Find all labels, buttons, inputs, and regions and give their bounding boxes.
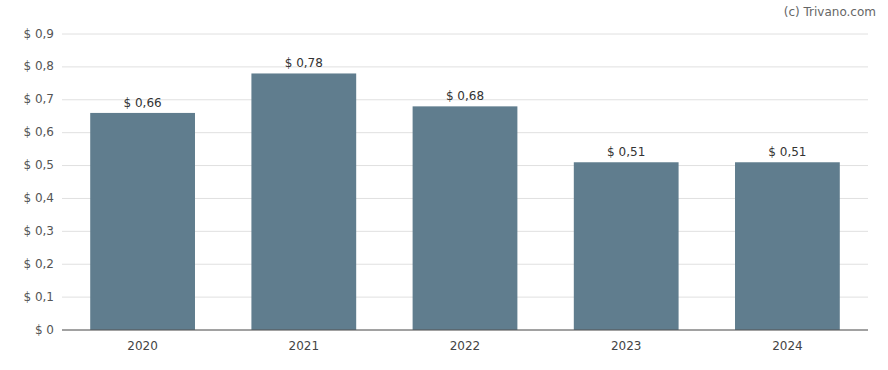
data-label: $ 0,51 [607,145,645,159]
data-labels: $ 0,66 $ 0,78 $ 0,68 $ 0,51 $ 0,51 [124,56,807,159]
y-tick-label: $ 0,2 [23,257,54,271]
data-label: $ 0,66 [124,96,162,110]
chart: $ 0 $ 0,1 $ 0,2 $ 0,3 $ 0,4 $ 0,5 $ 0,6 $ 0,7 $ … [0,0,888,370]
annotation: (c) Trivano.com [784,5,876,19]
y-tick-label: $ 0,4 [23,191,54,205]
x-tick-label: 2024 [772,339,803,353]
x-axis: 2020 2021 2022 2023 2024 [62,330,868,353]
data-label: $ 0,51 [768,145,806,159]
y-tick-label: $ 0,8 [23,59,54,73]
x-tick-label: 2021 [289,339,320,353]
bar [735,162,840,330]
bars [90,73,840,330]
y-tick-label: $ 0,1 [23,290,54,304]
y-tick-label: $ 0,7 [23,92,54,106]
y-tick-label: $ 0,6 [23,125,54,139]
x-axis-line [62,330,868,331]
bar [574,162,679,330]
x-tick-label: 2020 [127,339,158,353]
y-tick-label: $ 0,5 [23,158,54,172]
x-tick-label: 2023 [611,339,642,353]
grid-line [62,34,868,35]
chart-container: $ 0 $ 0,1 $ 0,2 $ 0,3 $ 0,4 $ 0,5 $ 0,6 $ 0,7 $ … [0,0,888,370]
y-tick-label: $ 0,9 [23,27,54,41]
y-tick-label: $ 0 [35,323,54,337]
bar [251,73,356,330]
x-tick-label: 2022 [450,339,481,353]
bar [413,106,518,330]
y-tick-label: $ 0,3 [23,224,54,238]
bar [90,113,195,330]
grid-line [62,330,868,331]
data-label: $ 0,68 [446,89,484,103]
data-label: $ 0,78 [285,56,323,70]
y-axis: $ 0 $ 0,1 $ 0,2 $ 0,3 $ 0,4 $ 0,5 $ 0,6 $ 0,7 $ … [23,27,868,337]
grid-line [62,66,868,67]
